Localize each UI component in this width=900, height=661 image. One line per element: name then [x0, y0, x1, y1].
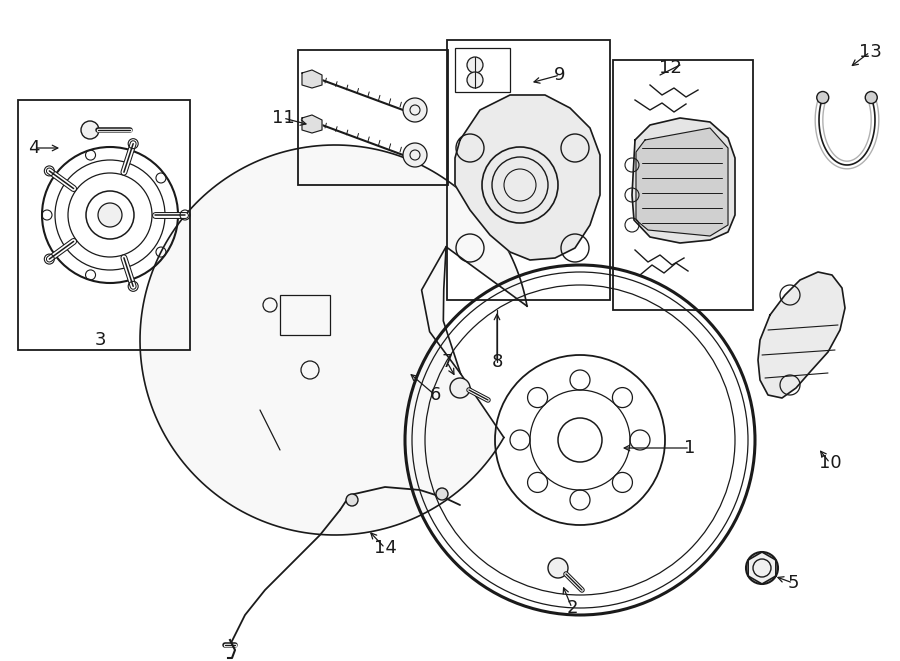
- Polygon shape: [140, 145, 527, 535]
- Circle shape: [450, 378, 470, 398]
- Circle shape: [467, 72, 483, 88]
- Text: 13: 13: [859, 43, 881, 61]
- Circle shape: [746, 552, 778, 584]
- Text: 4: 4: [28, 139, 40, 157]
- Circle shape: [548, 558, 568, 578]
- Polygon shape: [302, 115, 322, 133]
- Text: 10: 10: [819, 454, 842, 472]
- Text: 5: 5: [788, 574, 799, 592]
- Circle shape: [436, 488, 448, 500]
- Polygon shape: [302, 70, 322, 88]
- Text: 8: 8: [491, 353, 503, 371]
- Text: 11: 11: [272, 109, 294, 127]
- Circle shape: [81, 121, 99, 139]
- Text: 9: 9: [554, 66, 566, 84]
- Circle shape: [865, 91, 878, 104]
- Circle shape: [817, 91, 829, 104]
- Polygon shape: [455, 95, 600, 260]
- Bar: [298, 50, 448, 185]
- Circle shape: [98, 203, 122, 227]
- Bar: [18, 100, 190, 350]
- Text: 2: 2: [566, 599, 578, 617]
- Polygon shape: [758, 272, 845, 398]
- Bar: [280, 295, 330, 335]
- Polygon shape: [632, 118, 735, 243]
- Text: 14: 14: [374, 539, 396, 557]
- Bar: [613, 60, 753, 310]
- Polygon shape: [636, 128, 728, 236]
- Bar: [447, 40, 610, 300]
- Circle shape: [403, 143, 427, 167]
- Text: 12: 12: [659, 59, 681, 77]
- Circle shape: [346, 494, 358, 506]
- Circle shape: [467, 57, 483, 73]
- Text: 3: 3: [94, 331, 106, 349]
- Text: 6: 6: [429, 386, 441, 404]
- Text: 1: 1: [684, 439, 696, 457]
- Circle shape: [403, 98, 427, 122]
- Bar: [455, 48, 510, 92]
- Text: 7: 7: [441, 353, 453, 371]
